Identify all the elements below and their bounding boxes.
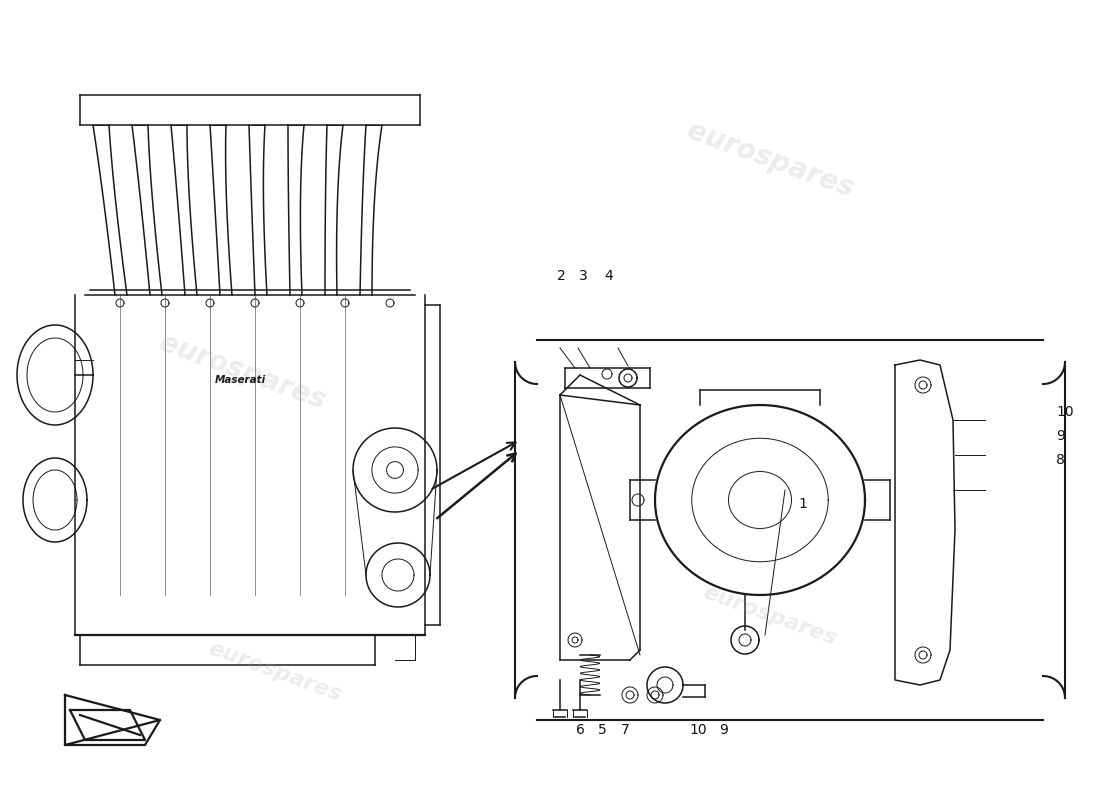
Text: 8: 8 [1056,453,1065,467]
Text: 10: 10 [1056,405,1074,419]
Text: eurospares: eurospares [206,638,344,706]
Text: 9: 9 [719,723,728,738]
Text: 6: 6 [576,723,585,738]
Text: 10: 10 [690,723,707,738]
Text: 5: 5 [598,723,607,738]
Text: 9: 9 [1056,429,1065,443]
Text: 2: 2 [557,269,565,283]
Text: 4: 4 [604,269,613,283]
Text: eurospares: eurospares [701,582,839,650]
Text: eurospares: eurospares [683,117,857,203]
Text: 7: 7 [620,723,629,738]
Text: eurospares: eurospares [155,329,329,415]
Text: 1: 1 [799,497,807,511]
Text: Maserati: Maserati [214,375,265,385]
Text: 3: 3 [579,269,587,283]
